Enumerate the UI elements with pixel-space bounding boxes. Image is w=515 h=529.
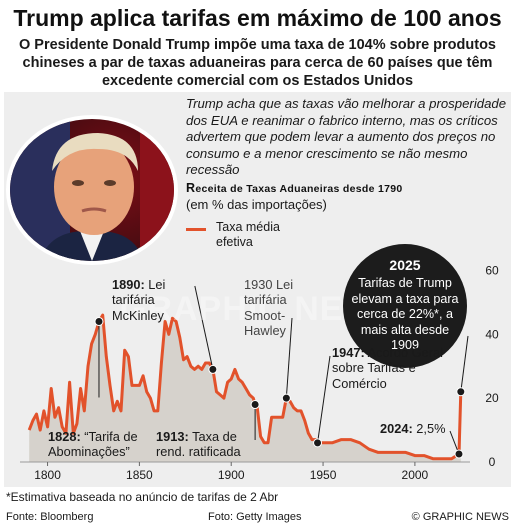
data-point-1947 (313, 438, 323, 448)
pointer-line-1947 (317, 355, 331, 443)
page-subtitle: O Presidente Donald Trump impõe uma taxa… (19, 37, 496, 89)
pointer-line-1930 (285, 317, 293, 399)
data-point-2024 (454, 449, 464, 459)
y-tick-label: 0 (489, 455, 496, 469)
annotation-1930-year: 1930 (244, 277, 273, 292)
pointer-line-2025 (460, 335, 469, 392)
annotation-1890-year: 1890: (112, 277, 145, 292)
annotation-1828-text: “Tarifa de Abominações” (48, 429, 138, 460)
annotation-1913: 1913: Taxa de rend. ratificada (156, 429, 256, 460)
data-point-1913 (250, 400, 260, 410)
annotation-1913-year: 1913: (156, 429, 189, 444)
x-tick-label: 1950 (310, 468, 337, 482)
callout-2025-year: 2025 (389, 257, 421, 273)
footer-source: Fonte: Bloomberg (6, 511, 94, 523)
tick-layer: 0 20 40 60 1800 1850 1900 1950 2000 (20, 263, 499, 482)
annotation-1947-year: 1947: (332, 345, 365, 360)
annotation-1828-year: 1828: (48, 429, 81, 444)
page-title: Trump aplica tarifas em máximo de 100 an… (13, 5, 502, 31)
chart-title-lead: R (186, 181, 196, 195)
data-point-2025 (456, 387, 466, 397)
annotation-2024-text: 2,5% (416, 421, 446, 436)
annotation-1913-text: Taxa de rend. ratificada (156, 429, 241, 460)
line-layer (27, 313, 463, 461)
x-tick-label: 1900 (218, 468, 245, 482)
data-point-1828 (94, 316, 104, 326)
y-tick-label: 20 (485, 391, 499, 405)
footer-photo-credit: Foto: Getty Images (208, 511, 302, 523)
pointer-line-1890 (194, 285, 214, 370)
footnote: *Estimativa baseada no anúncio de tarifa… (6, 490, 279, 504)
legend-label: Taxa média efetiva (216, 220, 280, 249)
annotation-2024: 2024: 2,5% (380, 421, 460, 436)
annotation-1890-text: Lei tarifária McKinley (112, 277, 166, 323)
chart-subtitle: (em % das importações) (186, 197, 327, 212)
annotation-1890: 1890: Lei tarifária McKinley (112, 277, 210, 323)
intro-text: Trump acha que as taxas vão melhorar a p… (186, 96, 507, 178)
x-tick-label: 1800 (34, 468, 61, 482)
y-tick-label: 60 (485, 263, 499, 277)
point-layer (94, 316, 466, 459)
annotation-1930: 1930 Lei tarifária Smoot-Hawley (244, 277, 324, 339)
legend-swatch (186, 228, 206, 231)
annotation-1828: 1828: “Tarifa de Abominações” (48, 429, 154, 460)
annotation-1947: 1947: Acordo Geral sobre Tarifas e Comér… (332, 345, 462, 391)
pointer-layer (98, 285, 469, 455)
annotation-1947-text: Acordo Geral sobre Tarifas e Comércio (332, 345, 443, 391)
footer-copyright: © GRAPHIC NEWS (411, 511, 509, 523)
y-tick-label: 40 (485, 327, 499, 341)
data-point-1890 (208, 364, 218, 374)
annotation-1930-text: Lei tarifária Smoot-Hawley (244, 277, 294, 339)
callout-2025-text: Tarifas de Trump elevam a taxa para cerc… (351, 276, 459, 352)
data-point-1930 (281, 393, 291, 403)
chart-title-rest: eceita de Taxas Aduaneiras desde 1790 (195, 183, 403, 195)
annotation-2024-year: 2024: (380, 421, 413, 436)
callout-2025: 2025 Tarifas de Trump elevam a taxa para… (343, 244, 467, 368)
x-tick-label: 2000 (402, 468, 429, 482)
x-tick-label: 1850 (126, 468, 153, 482)
chart-title: Receita de Taxas Aduaneiras desde 1790 (186, 181, 403, 195)
series-line (27, 313, 463, 461)
